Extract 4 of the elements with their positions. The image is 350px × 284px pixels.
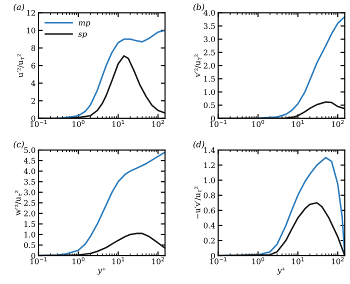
chart-title: (a) [14, 4, 24, 12]
chart-title: (c) [14, 140, 24, 149]
chart-title: (d) [193, 140, 204, 149]
chart-title: (b) [193, 4, 204, 12]
